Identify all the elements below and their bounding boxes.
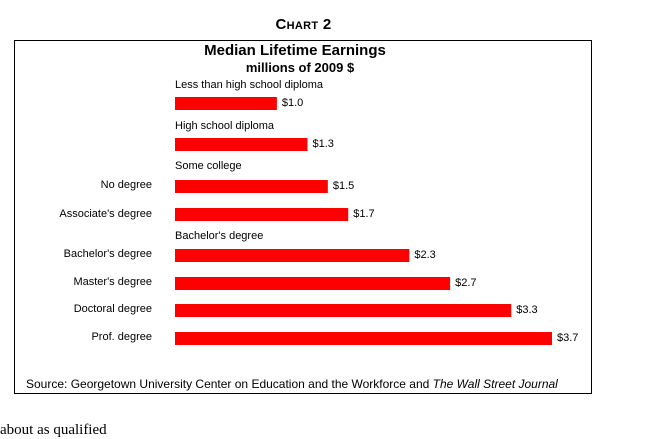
data-label: $1.0 xyxy=(282,97,303,109)
bar xyxy=(175,180,328,193)
chart-title: Median Lifetime Earnings xyxy=(204,42,386,59)
data-label: $2.3 xyxy=(414,249,435,261)
category-label: Bachelor's degree xyxy=(64,248,152,260)
source-note: Source: Georgetown University Center on … xyxy=(26,377,592,391)
category-label: Master's degree xyxy=(73,276,152,288)
data-label: $3.3 xyxy=(516,304,537,316)
data-label: $1.7 xyxy=(353,208,374,220)
data-label: $2.7 xyxy=(455,277,476,289)
category-label: Less than high school diploma xyxy=(175,79,324,91)
bar xyxy=(175,138,308,151)
chart-label: Chart 2 xyxy=(275,16,332,33)
category-label: Doctoral degree xyxy=(74,303,152,315)
data-label: $1.5 xyxy=(333,180,354,192)
category-label: Prof. degree xyxy=(91,331,152,343)
bar xyxy=(175,249,410,262)
page-text-fragment: about as qualified xyxy=(0,422,107,438)
bar xyxy=(175,277,451,290)
chart-subtitle: millions of 2009 $ xyxy=(245,60,355,75)
category-label: High school diploma xyxy=(175,120,275,132)
bar xyxy=(175,304,512,317)
data-label: $3.7 xyxy=(557,332,578,344)
category-label: Associate's degree xyxy=(59,208,152,220)
bar xyxy=(175,332,552,345)
category-label: Some college xyxy=(175,160,242,172)
data-label: $1.3 xyxy=(312,138,333,150)
chart-frame xyxy=(14,40,592,394)
source-journal: The Wall Street Journal xyxy=(432,377,558,391)
source-text: Source: Georgetown University Center on … xyxy=(26,377,433,391)
bar-chart: Less than high school diploma $1.0 High sc… xyxy=(59,79,578,345)
bar xyxy=(175,97,277,110)
category-label: Bachelor's degree xyxy=(175,230,263,242)
bar xyxy=(175,208,349,221)
category-label: No degree xyxy=(101,179,152,191)
